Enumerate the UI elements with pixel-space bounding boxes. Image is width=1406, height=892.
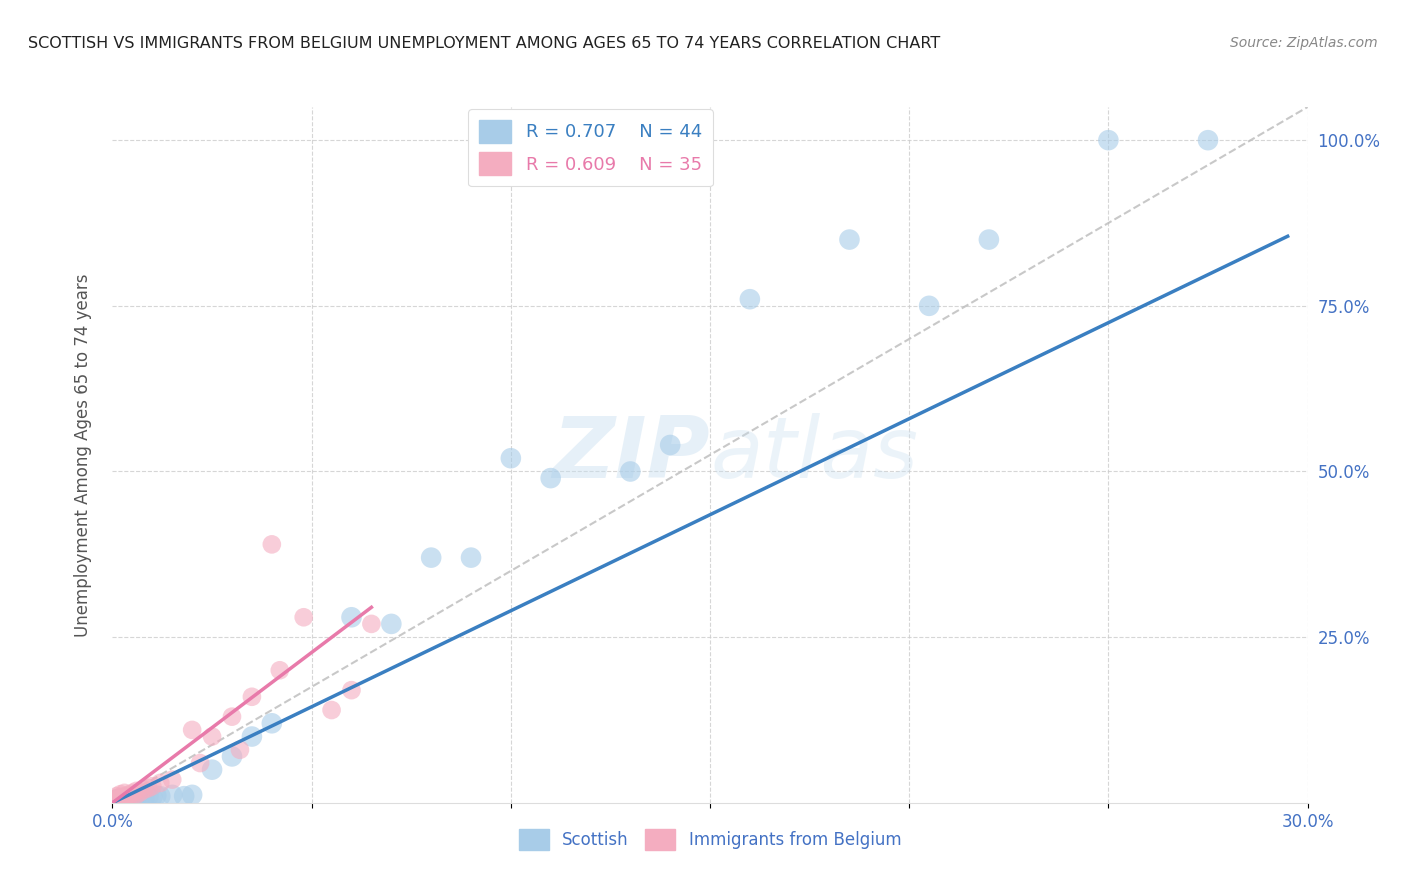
Point: [117, 790, 139, 805]
Point: [110, 792, 132, 806]
Point: [659, 438, 682, 452]
Point: [181, 723, 204, 737]
Point: [105, 795, 128, 809]
Point: [738, 292, 761, 306]
Legend: Scottish, Immigrants from Belgium: Scottish, Immigrants from Belgium: [512, 822, 908, 857]
Point: [460, 550, 482, 565]
Point: [121, 791, 143, 805]
Text: atlas: atlas: [710, 413, 918, 497]
Point: [201, 763, 224, 777]
Text: SCOTTISH VS IMMIGRANTS FROM BELGIUM UNEMPLOYMENT AMONG AGES 65 TO 74 YEARS CORRE: SCOTTISH VS IMMIGRANTS FROM BELGIUM UNEM…: [28, 36, 941, 51]
Point: [105, 789, 128, 804]
Point: [149, 776, 172, 790]
Point: [125, 784, 148, 798]
Point: [360, 616, 382, 631]
Point: [134, 790, 156, 805]
Point: [240, 690, 263, 704]
Point: [125, 790, 148, 805]
Point: [420, 550, 443, 565]
Point: [114, 786, 135, 800]
Point: [105, 791, 128, 805]
Point: [340, 610, 363, 624]
Point: [105, 792, 128, 806]
Point: [260, 716, 283, 731]
Point: [110, 787, 132, 801]
Point: [145, 789, 167, 803]
Point: [162, 772, 183, 787]
Point: [105, 793, 128, 807]
Point: [221, 749, 243, 764]
Point: [110, 792, 132, 806]
Point: [114, 793, 135, 807]
Point: [380, 616, 402, 631]
Point: [117, 792, 139, 806]
Point: [114, 792, 135, 806]
Point: [105, 795, 128, 809]
Point: [138, 789, 160, 804]
Point: [221, 709, 243, 723]
Point: [340, 683, 363, 698]
Point: [125, 788, 148, 802]
Point: [101, 796, 124, 810]
Point: [110, 789, 132, 804]
Point: [499, 451, 522, 466]
Point: [977, 233, 1000, 247]
Point: [129, 785, 152, 799]
Point: [101, 792, 124, 806]
Point: [110, 792, 132, 806]
Point: [101, 794, 124, 808]
Point: [229, 743, 252, 757]
Point: [134, 782, 156, 797]
Point: [149, 789, 172, 804]
Point: [141, 779, 163, 793]
Point: [125, 792, 148, 806]
Point: [188, 756, 211, 770]
Point: [121, 790, 143, 805]
Point: [260, 537, 283, 551]
Point: [181, 788, 204, 802]
Point: [110, 794, 132, 808]
Point: [540, 471, 562, 485]
Point: [1097, 133, 1119, 147]
Text: ZIP: ZIP: [553, 413, 710, 497]
Point: [121, 786, 143, 800]
Point: [1197, 133, 1219, 147]
Point: [240, 730, 263, 744]
Point: [101, 796, 124, 810]
Y-axis label: Unemployment Among Ages 65 to 74 years: Unemployment Among Ages 65 to 74 years: [73, 273, 91, 637]
Point: [138, 781, 160, 796]
Point: [321, 703, 343, 717]
Point: [117, 792, 139, 806]
Point: [141, 789, 163, 804]
Point: [269, 663, 291, 677]
Point: [162, 788, 183, 802]
Point: [173, 789, 195, 804]
Point: [292, 610, 315, 624]
Point: [619, 465, 641, 479]
Point: [114, 791, 135, 805]
Point: [114, 789, 135, 804]
Point: [105, 794, 128, 808]
Point: [117, 788, 139, 802]
Point: [129, 789, 152, 804]
Point: [201, 730, 224, 744]
Point: [121, 789, 143, 804]
Point: [838, 233, 860, 247]
Text: Source: ZipAtlas.com: Source: ZipAtlas.com: [1230, 36, 1378, 50]
Point: [918, 299, 941, 313]
